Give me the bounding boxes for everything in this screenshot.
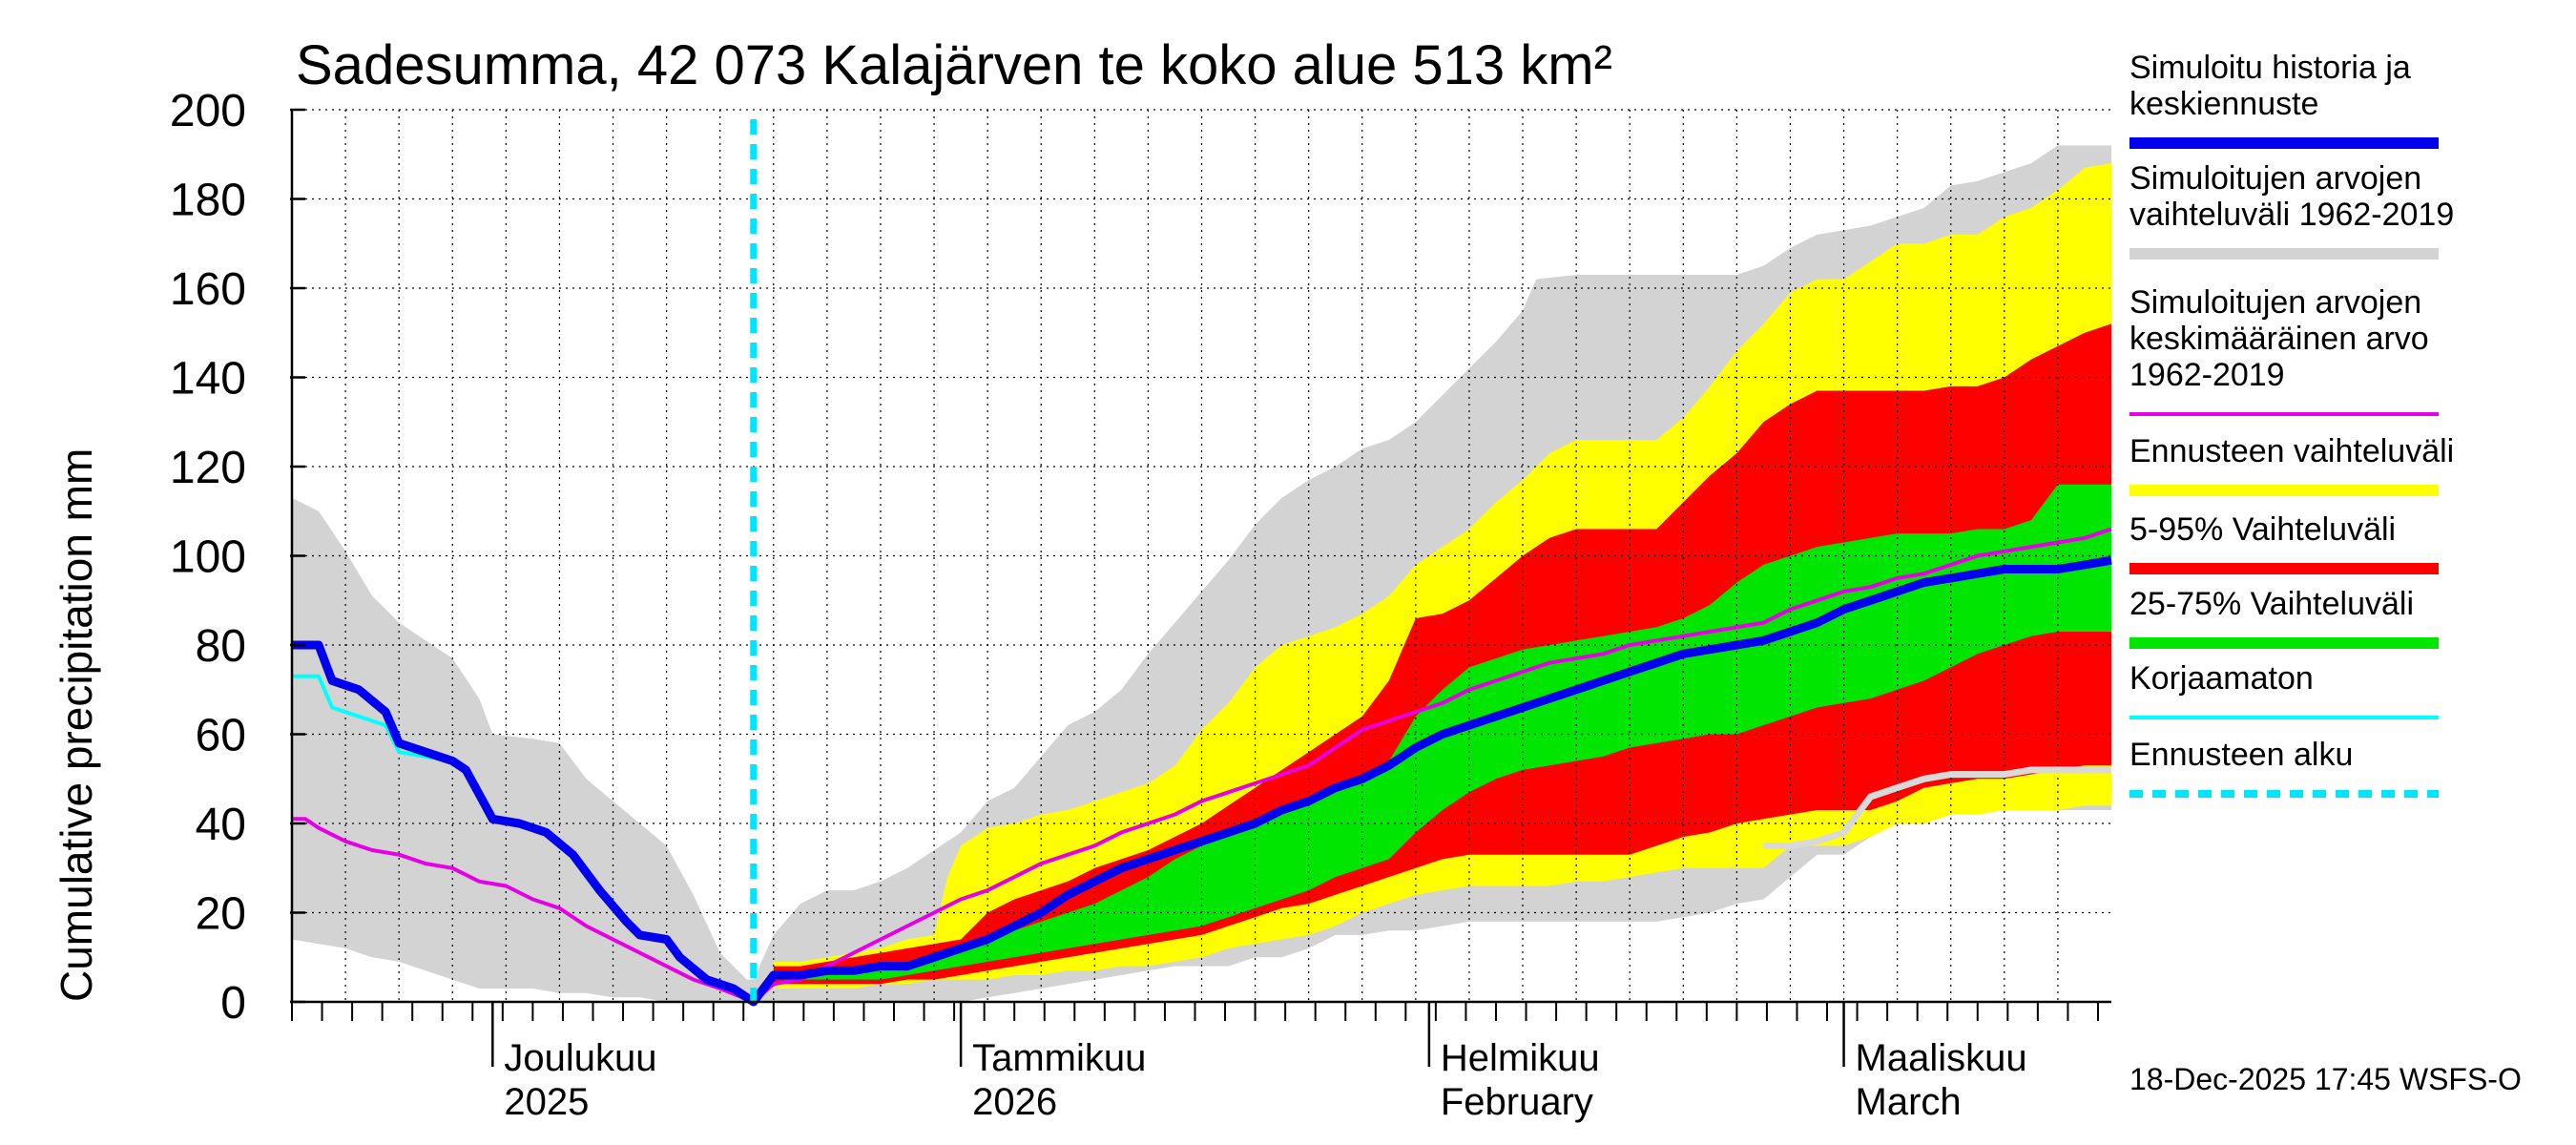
y-tick-label: 60 [196, 711, 246, 761]
footer-timestamp: 18-Dec-2025 17:45 WSFS-O [2129, 1062, 2522, 1096]
legend-label: keskiennuste [2129, 86, 2318, 122]
series-line-median [292, 555, 2112, 1007]
legend-label: Simuloitujen arvojen [2129, 284, 2421, 321]
legend-label: Ennusteen vaihteluväli [2129, 433, 2454, 469]
year-label: February [1441, 1081, 1593, 1123]
y-tick-label: 0 [220, 978, 246, 1029]
series-line-mean [292, 527, 2112, 1004]
y-tick-label: 160 [170, 264, 246, 315]
month-label: Joulukuu [504, 1037, 656, 1079]
legend-label: 25-75% Vaihteluväli [2129, 586, 2414, 622]
legend-label: Korjaamaton [2129, 660, 2314, 697]
y-tick-label: 40 [196, 800, 246, 850]
legend-label: Simuloitujen arvojen [2129, 160, 2421, 197]
band-5-95 [773, 323, 2111, 985]
y-tick-label: 140 [170, 354, 246, 405]
legend-label: 5-95% Vaihteluväli [2129, 511, 2396, 548]
year-label: 2026 [972, 1081, 1057, 1123]
y-tick-label: 180 [170, 176, 246, 226]
legend-label: Simuloitu historia ja [2129, 50, 2411, 86]
y-tick-label: 120 [170, 443, 246, 493]
series-line-light-gray [1763, 766, 2111, 849]
month-label: Tammikuu [972, 1037, 1146, 1079]
year-label: March [1856, 1081, 1962, 1123]
grid-lines [292, 109, 2111, 1002]
y-tick-label: 100 [170, 532, 246, 583]
month-label: Maaliskuu [1856, 1037, 2027, 1079]
year-label: 2025 [504, 1081, 589, 1123]
legend-label: Ennusteen alku [2129, 737, 2353, 773]
y-tick-label: 80 [196, 621, 246, 672]
legend-label: keskimääräinen arvo [2129, 321, 2429, 357]
month-label: Helmikuu [1441, 1037, 1600, 1079]
y-tick-label: 200 [170, 86, 246, 136]
legend-label: 1962-2019 [2129, 357, 2285, 393]
legend-label: vaihteluväli 1962-2019 [2129, 197, 2454, 233]
y-tick-label: 20 [196, 889, 246, 940]
y-axis-label: Cumulative precipitation mm [52, 448, 101, 1002]
chart-title: Sadesumma, 42 073 Kalajärven te koko alu… [296, 34, 1612, 96]
